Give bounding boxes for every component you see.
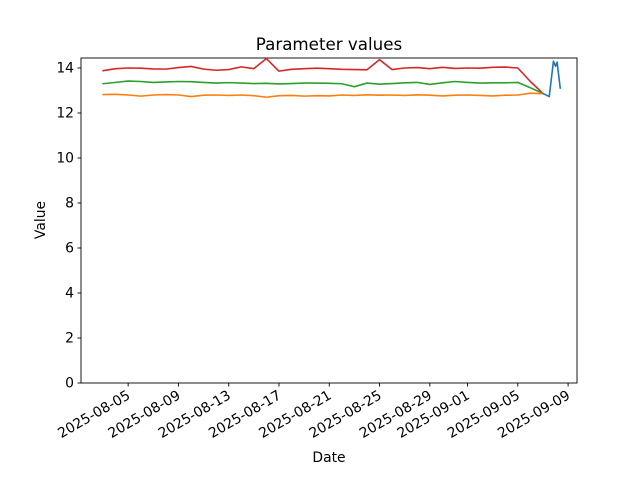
axes-area: 024681012142025-08-052025-08-092025-08-1… [55, 57, 578, 442]
y-tick-label: 4 [65, 285, 74, 301]
axes-frame [80, 57, 578, 384]
series-line-green-series [102, 80, 544, 95]
series-line-orange-series [102, 92, 544, 99]
y-tick-label: 0 [65, 376, 74, 392]
y-axis-label: Value [33, 201, 49, 239]
y-tick-label: 10 [56, 150, 74, 166]
y-tick-label: 6 [65, 240, 74, 256]
chart-title: Parameter values [256, 34, 402, 54]
series-line-blue-series [542, 60, 562, 98]
y-tick-label: 2 [65, 330, 74, 346]
series-line-red-series [102, 57, 544, 95]
y-tick-label: 14 [56, 60, 74, 76]
y-tick-label: 8 [65, 195, 74, 211]
x-axis-label: Date [312, 450, 345, 466]
y-tick-label: 12 [56, 105, 74, 121]
